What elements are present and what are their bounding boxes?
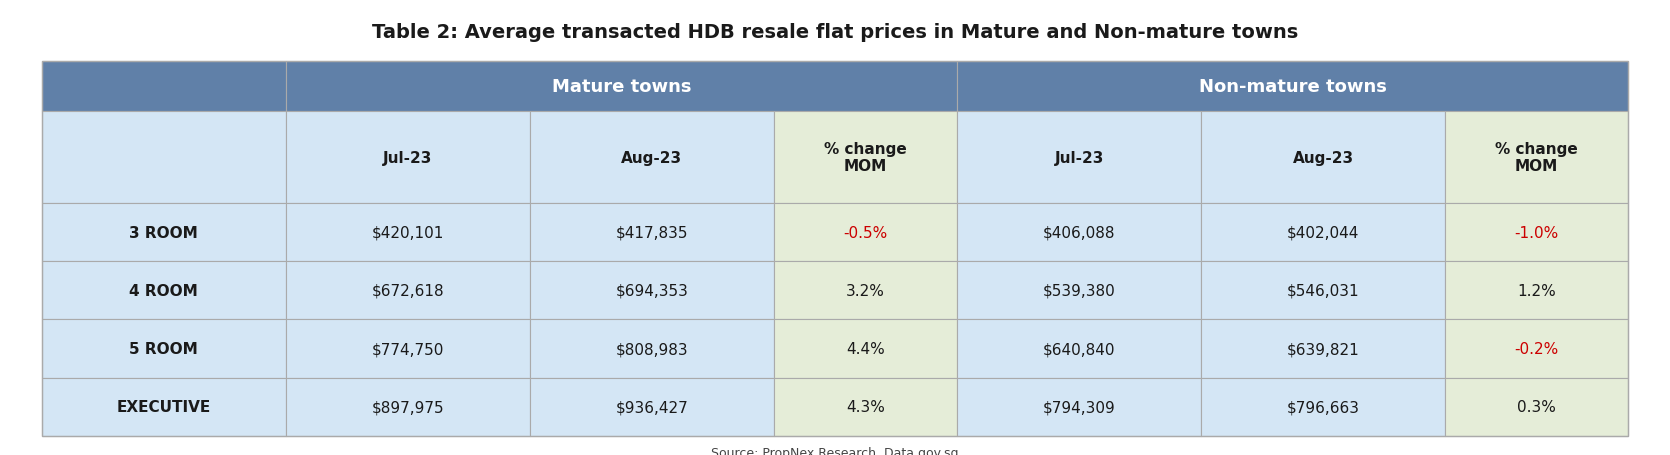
- Text: $808,983: $808,983: [616, 341, 688, 356]
- Bar: [1201, 262, 1445, 320]
- Bar: [1445, 111, 1628, 204]
- Text: $897,975: $897,975: [371, 399, 444, 414]
- Bar: [773, 378, 957, 436]
- Bar: [529, 262, 773, 320]
- Text: Aug-23: Aug-23: [621, 150, 683, 165]
- Text: $794,309: $794,309: [1042, 399, 1116, 414]
- Text: $694,353: $694,353: [616, 283, 688, 298]
- Bar: [529, 320, 773, 378]
- Bar: [42, 62, 286, 111]
- Text: 4.4%: 4.4%: [847, 341, 885, 356]
- Bar: [286, 262, 529, 320]
- Bar: [42, 262, 286, 320]
- Text: EXECUTIVE: EXECUTIVE: [117, 399, 210, 414]
- Bar: [42, 111, 286, 204]
- Bar: [1201, 320, 1445, 378]
- Bar: [957, 62, 1628, 111]
- Text: $639,821: $639,821: [1288, 341, 1359, 356]
- Text: 4.3%: 4.3%: [847, 399, 885, 414]
- Text: $796,663: $796,663: [1286, 399, 1359, 414]
- Text: Jul-23: Jul-23: [1054, 150, 1104, 165]
- Bar: [957, 111, 1201, 204]
- Bar: [773, 204, 957, 262]
- Text: Jul-23: Jul-23: [382, 150, 433, 165]
- Bar: [286, 204, 529, 262]
- Text: $406,088: $406,088: [1042, 225, 1116, 240]
- Bar: [286, 111, 529, 204]
- Bar: [957, 204, 1201, 262]
- Text: % change
MOM: % change MOM: [823, 142, 907, 174]
- Bar: [773, 320, 957, 378]
- Text: 3.2%: 3.2%: [847, 283, 885, 298]
- Bar: [529, 111, 773, 204]
- Text: Aug-23: Aug-23: [1293, 150, 1354, 165]
- Bar: [286, 378, 529, 436]
- Text: Table 2: Average transacted HDB resale flat prices in Mature and Non-mature town: Table 2: Average transacted HDB resale f…: [372, 23, 1298, 42]
- Text: -0.5%: -0.5%: [843, 225, 888, 240]
- Bar: [1445, 320, 1628, 378]
- Bar: [286, 62, 957, 111]
- Text: 1.2%: 1.2%: [1518, 283, 1556, 298]
- Bar: [957, 320, 1201, 378]
- Bar: [1445, 378, 1628, 436]
- Bar: [773, 262, 957, 320]
- Text: -1.0%: -1.0%: [1515, 225, 1558, 240]
- Bar: [529, 204, 773, 262]
- Text: 3 ROOM: 3 ROOM: [129, 225, 199, 240]
- Text: % change
MOM: % change MOM: [1495, 142, 1578, 174]
- Bar: [1201, 204, 1445, 262]
- Text: $546,031: $546,031: [1288, 283, 1359, 298]
- Text: $539,380: $539,380: [1042, 283, 1116, 298]
- Bar: [1201, 111, 1445, 204]
- Bar: [42, 320, 286, 378]
- Text: 0.3%: 0.3%: [1518, 399, 1556, 414]
- Bar: [1445, 204, 1628, 262]
- Bar: [42, 62, 1628, 436]
- Text: $402,044: $402,044: [1288, 225, 1359, 240]
- Bar: [42, 378, 286, 436]
- Text: $417,835: $417,835: [616, 225, 688, 240]
- Bar: [957, 262, 1201, 320]
- Text: $774,750: $774,750: [372, 341, 444, 356]
- Text: $936,427: $936,427: [616, 399, 688, 414]
- Bar: [773, 111, 957, 204]
- Bar: [1201, 378, 1445, 436]
- Bar: [1445, 262, 1628, 320]
- Bar: [42, 204, 286, 262]
- Text: Source: PropNex Research, Data.gov.sg: Source: PropNex Research, Data.gov.sg: [711, 446, 959, 455]
- Text: Mature towns: Mature towns: [551, 78, 691, 96]
- Bar: [529, 378, 773, 436]
- Text: $672,618: $672,618: [371, 283, 444, 298]
- Text: Non-mature towns: Non-mature towns: [1199, 78, 1386, 96]
- Text: -0.2%: -0.2%: [1515, 341, 1558, 356]
- Text: $420,101: $420,101: [372, 225, 444, 240]
- Bar: [957, 378, 1201, 436]
- Text: $640,840: $640,840: [1042, 341, 1116, 356]
- Bar: [286, 320, 529, 378]
- Text: 4 ROOM: 4 ROOM: [129, 283, 199, 298]
- Text: 5 ROOM: 5 ROOM: [129, 341, 199, 356]
